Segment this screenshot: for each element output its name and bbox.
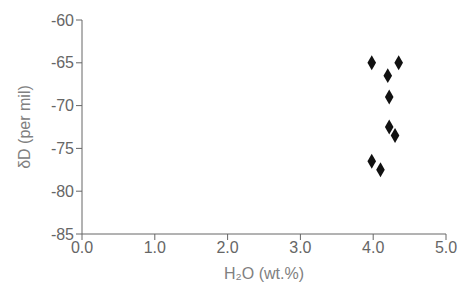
svg-text:5.0: 5.0 [435,239,457,256]
svg-text:δD (per mil): δD (per mil) [16,85,33,169]
svg-text:-75: -75 [51,140,74,157]
svg-text:-85: -85 [51,226,74,243]
svg-text:1.0: 1.0 [144,239,166,256]
svg-text:0.0: 0.0 [71,239,93,256]
svg-text:4.0: 4.0 [362,239,384,256]
svg-text:-65: -65 [51,54,74,71]
svg-text:H₂O (wt.%): H₂O (wt.%) [224,265,304,282]
svg-text:3.0: 3.0 [289,239,311,256]
svg-text:-70: -70 [51,97,74,114]
svg-text:-80: -80 [51,183,74,200]
svg-text:2.0: 2.0 [216,239,238,256]
svg-text:-60: -60 [51,12,74,29]
